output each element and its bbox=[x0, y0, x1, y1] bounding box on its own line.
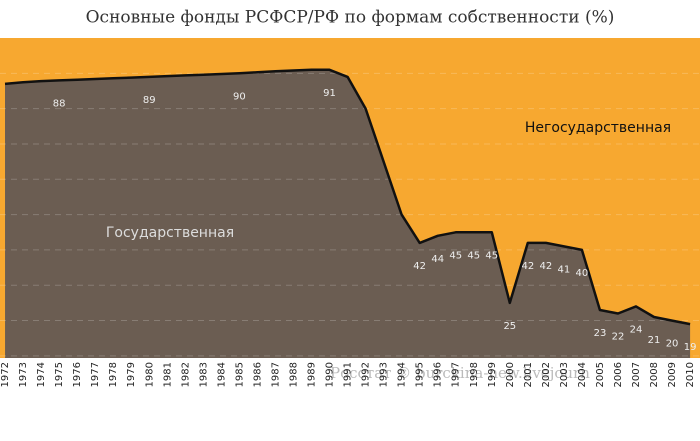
x-tick-label: 1999 bbox=[487, 362, 498, 387]
value-label: 24 bbox=[630, 324, 643, 335]
x-tick-label: 1990 bbox=[325, 362, 336, 387]
x-tick-label: 2003 bbox=[559, 362, 570, 387]
x-tick-label: 1981 bbox=[162, 362, 173, 387]
x-tick-label: 2002 bbox=[541, 362, 552, 387]
source: Росстат © burckina-new.livejourn bbox=[330, 364, 590, 382]
x-tick-label: 1994 bbox=[397, 362, 408, 387]
x-tick-label: 1991 bbox=[343, 362, 354, 387]
value-label: 22 bbox=[612, 331, 625, 342]
value-label: 89 bbox=[143, 95, 156, 106]
x-tick-label: 2001 bbox=[523, 362, 534, 387]
value-label: 20 bbox=[666, 339, 679, 350]
x-tick-label: 2010 bbox=[685, 362, 696, 387]
value-label: 45 bbox=[449, 250, 462, 261]
x-tick-label: 1996 bbox=[433, 362, 444, 387]
x-tick-label: 1984 bbox=[216, 362, 227, 387]
value-label: 91 bbox=[323, 88, 336, 99]
x-tick-label: 1975 bbox=[54, 362, 65, 387]
x-tick-label: 2005 bbox=[595, 362, 606, 387]
annotation: Негосударственная bbox=[525, 120, 671, 136]
x-tick-label: 2007 bbox=[631, 362, 642, 387]
x-tick-label: 1979 bbox=[126, 362, 137, 387]
value-label: 40 bbox=[576, 268, 589, 279]
x-tick-label: 1993 bbox=[379, 362, 390, 387]
value-label: 45 bbox=[485, 250, 498, 261]
value-label: 45 bbox=[467, 250, 480, 261]
x-tick-label: 2004 bbox=[577, 362, 588, 387]
line bbox=[4, 68, 691, 326]
area bbox=[5, 69, 691, 359]
value-label: 42 bbox=[413, 261, 426, 272]
x-tick-label: 1976 bbox=[72, 362, 83, 387]
value-label: 42 bbox=[539, 261, 552, 272]
chart-title: Основные фонды РСФСР/РФ по формам собств… bbox=[86, 8, 615, 28]
x-tick-label: 1977 bbox=[90, 362, 101, 387]
x-tick-label: 1985 bbox=[234, 362, 245, 387]
x-tick-label: 2006 bbox=[613, 362, 624, 387]
x-tick-label: 1989 bbox=[307, 362, 318, 387]
x-tick-label: 1978 bbox=[108, 362, 119, 387]
x-tick-label: 1988 bbox=[289, 362, 300, 387]
value-label: 19 bbox=[684, 342, 697, 353]
x-tick-label: 1992 bbox=[361, 362, 372, 387]
x-tick-label: 1998 bbox=[469, 362, 480, 387]
value-label: 25 bbox=[503, 321, 516, 332]
value-label: 90 bbox=[233, 91, 246, 102]
value-label: 41 bbox=[558, 264, 571, 275]
x-tick-label: 1973 bbox=[18, 362, 29, 387]
x-tick-label: 1982 bbox=[180, 362, 191, 387]
x-tick-label: 1983 bbox=[198, 362, 209, 387]
x-tick-label: 2008 bbox=[649, 362, 660, 387]
value-label: 23 bbox=[594, 328, 607, 339]
x-tick-label: 1995 bbox=[415, 362, 426, 387]
x-tick-label: 2000 bbox=[505, 362, 516, 387]
x-tick-label: 1980 bbox=[144, 362, 155, 387]
value-label: 42 bbox=[521, 261, 534, 272]
value-label: 88 bbox=[53, 98, 66, 109]
x-tick-label: 1997 bbox=[451, 362, 462, 387]
value-label: 44 bbox=[431, 254, 444, 265]
x-tick-label: 1972 bbox=[0, 362, 11, 387]
x-tick-label: 2009 bbox=[667, 362, 678, 387]
x-tick-label: 1987 bbox=[271, 362, 282, 387]
annotation: Государственная bbox=[106, 225, 234, 241]
x-tick-label: 1986 bbox=[252, 362, 263, 387]
x-tick-label: 1974 bbox=[36, 362, 47, 387]
value-label: 21 bbox=[648, 335, 661, 346]
